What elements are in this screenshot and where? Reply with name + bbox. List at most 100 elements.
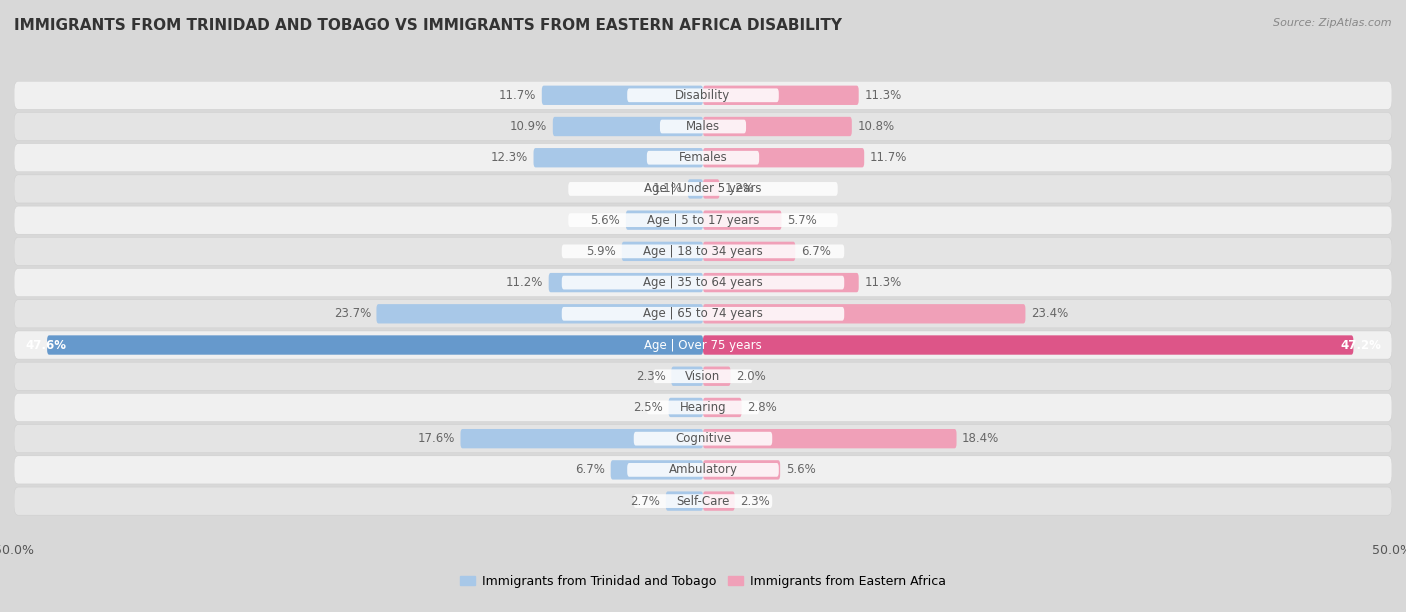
FancyBboxPatch shape [703, 273, 859, 293]
FancyBboxPatch shape [14, 300, 1392, 328]
FancyBboxPatch shape [666, 491, 703, 511]
FancyBboxPatch shape [703, 179, 720, 199]
Text: Age | 5 to 17 years: Age | 5 to 17 years [647, 214, 759, 226]
Text: Self-Care: Self-Care [676, 494, 730, 507]
FancyBboxPatch shape [533, 148, 703, 168]
FancyBboxPatch shape [703, 242, 796, 261]
Text: 2.7%: 2.7% [630, 494, 661, 507]
FancyBboxPatch shape [703, 86, 859, 105]
Text: Ambulatory: Ambulatory [668, 463, 738, 476]
Text: 47.2%: 47.2% [1340, 338, 1381, 351]
FancyBboxPatch shape [14, 394, 1392, 422]
Text: 2.3%: 2.3% [740, 494, 770, 507]
Text: Age | Over 75 years: Age | Over 75 years [644, 338, 762, 351]
Text: 11.3%: 11.3% [865, 276, 901, 289]
FancyBboxPatch shape [562, 307, 844, 321]
Text: 23.7%: 23.7% [333, 307, 371, 320]
Text: Age | 18 to 34 years: Age | 18 to 34 years [643, 245, 763, 258]
FancyBboxPatch shape [14, 331, 1392, 359]
FancyBboxPatch shape [626, 211, 703, 230]
Text: 17.6%: 17.6% [418, 432, 456, 445]
Text: Females: Females [679, 151, 727, 164]
Text: Males: Males [686, 120, 720, 133]
FancyBboxPatch shape [627, 88, 779, 102]
Text: Hearing: Hearing [679, 401, 727, 414]
FancyBboxPatch shape [634, 432, 772, 446]
FancyBboxPatch shape [14, 113, 1392, 141]
Text: 5.6%: 5.6% [786, 463, 815, 476]
FancyBboxPatch shape [14, 206, 1392, 234]
FancyBboxPatch shape [627, 463, 779, 477]
FancyBboxPatch shape [14, 144, 1392, 172]
FancyBboxPatch shape [14, 269, 1392, 297]
Text: 6.7%: 6.7% [575, 463, 605, 476]
Text: 1.1%: 1.1% [652, 182, 682, 195]
FancyBboxPatch shape [541, 86, 703, 105]
FancyBboxPatch shape [703, 304, 1025, 324]
FancyBboxPatch shape [669, 398, 703, 417]
Text: IMMIGRANTS FROM TRINIDAD AND TOBAGO VS IMMIGRANTS FROM EASTERN AFRICA DISABILITY: IMMIGRANTS FROM TRINIDAD AND TOBAGO VS I… [14, 18, 842, 34]
FancyBboxPatch shape [14, 237, 1392, 266]
FancyBboxPatch shape [562, 245, 844, 258]
Text: 5.9%: 5.9% [586, 245, 616, 258]
Text: Age | 35 to 64 years: Age | 35 to 64 years [643, 276, 763, 289]
FancyBboxPatch shape [654, 370, 752, 383]
FancyBboxPatch shape [703, 367, 731, 386]
FancyBboxPatch shape [634, 494, 772, 508]
FancyBboxPatch shape [647, 401, 759, 414]
FancyBboxPatch shape [14, 175, 1392, 203]
FancyBboxPatch shape [647, 151, 759, 165]
FancyBboxPatch shape [548, 273, 703, 293]
Text: Cognitive: Cognitive [675, 432, 731, 445]
Text: 10.9%: 10.9% [510, 120, 547, 133]
FancyBboxPatch shape [621, 242, 703, 261]
Text: 23.4%: 23.4% [1031, 307, 1069, 320]
FancyBboxPatch shape [703, 398, 741, 417]
FancyBboxPatch shape [14, 425, 1392, 453]
Text: 1.2%: 1.2% [725, 182, 755, 195]
FancyBboxPatch shape [14, 456, 1392, 484]
FancyBboxPatch shape [48, 335, 703, 355]
Text: 12.3%: 12.3% [491, 151, 529, 164]
FancyBboxPatch shape [461, 429, 703, 449]
FancyBboxPatch shape [703, 335, 1354, 355]
Text: 10.8%: 10.8% [858, 120, 894, 133]
Text: 5.7%: 5.7% [787, 214, 817, 226]
FancyBboxPatch shape [568, 182, 838, 196]
Text: 11.2%: 11.2% [506, 276, 543, 289]
FancyBboxPatch shape [671, 367, 703, 386]
FancyBboxPatch shape [703, 117, 852, 136]
FancyBboxPatch shape [568, 214, 838, 227]
FancyBboxPatch shape [703, 460, 780, 480]
Text: Age | Under 5 years: Age | Under 5 years [644, 182, 762, 195]
Text: 2.3%: 2.3% [636, 370, 666, 382]
Text: 6.7%: 6.7% [801, 245, 831, 258]
Text: Vision: Vision [685, 370, 721, 382]
FancyBboxPatch shape [14, 362, 1392, 390]
FancyBboxPatch shape [659, 119, 747, 133]
FancyBboxPatch shape [553, 117, 703, 136]
FancyBboxPatch shape [562, 276, 844, 289]
Text: 5.6%: 5.6% [591, 214, 620, 226]
FancyBboxPatch shape [703, 491, 735, 511]
FancyBboxPatch shape [703, 148, 865, 168]
FancyBboxPatch shape [688, 179, 703, 199]
FancyBboxPatch shape [377, 304, 703, 324]
Text: 47.6%: 47.6% [25, 338, 66, 351]
Text: 18.4%: 18.4% [962, 432, 1000, 445]
FancyBboxPatch shape [703, 211, 782, 230]
Text: 11.7%: 11.7% [870, 151, 907, 164]
Text: 2.0%: 2.0% [737, 370, 766, 382]
Text: Age | 65 to 74 years: Age | 65 to 74 years [643, 307, 763, 320]
Text: 11.7%: 11.7% [499, 89, 536, 102]
Text: 11.3%: 11.3% [865, 89, 901, 102]
Legend: Immigrants from Trinidad and Tobago, Immigrants from Eastern Africa: Immigrants from Trinidad and Tobago, Imm… [456, 570, 950, 593]
FancyBboxPatch shape [14, 81, 1392, 110]
FancyBboxPatch shape [14, 487, 1392, 515]
FancyBboxPatch shape [703, 429, 956, 449]
Text: Source: ZipAtlas.com: Source: ZipAtlas.com [1274, 18, 1392, 28]
Text: 2.5%: 2.5% [633, 401, 664, 414]
FancyBboxPatch shape [610, 460, 703, 480]
Text: 2.8%: 2.8% [747, 401, 778, 414]
Text: Disability: Disability [675, 89, 731, 102]
